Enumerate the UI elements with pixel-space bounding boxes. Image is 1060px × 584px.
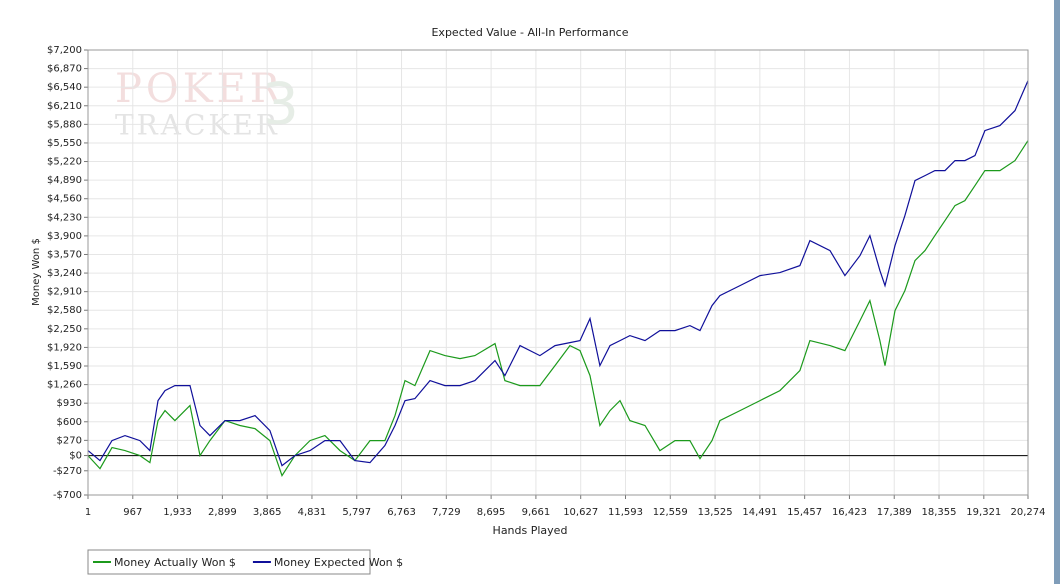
x-tick-label: 12,559: [653, 507, 688, 518]
y-tick-label: $930: [57, 398, 82, 409]
x-tick-label: 20,274: [1011, 507, 1046, 518]
x-tick-label: 1: [85, 507, 91, 518]
watermark: POKER: [115, 66, 284, 112]
x-tick-label: 6,763: [387, 507, 416, 518]
series-line: [87, 80, 1029, 467]
y-tick-label: $5,220: [47, 157, 82, 168]
y-tick-label: $4,560: [47, 194, 82, 205]
x-tick-label: 19,321: [966, 507, 1001, 518]
y-tick-label: $6,540: [47, 82, 82, 93]
y-tick-label: $1,260: [47, 380, 82, 391]
y-tick-label: $0: [69, 451, 82, 462]
x-tick-label: 8,695: [477, 507, 506, 518]
plot-border: [87, 49, 1029, 496]
x-tick-label: 13,525: [698, 507, 733, 518]
y-tick-label: $270: [57, 435, 82, 446]
y-tick-label: $3,900: [47, 231, 82, 242]
x-tick-label: 5,797: [342, 507, 371, 518]
x-tick-label: 967: [123, 507, 142, 518]
y-tick-label: $5,550: [47, 138, 82, 149]
x-tick-label: 14,491: [742, 507, 777, 518]
chart-title: Expected Value - All-In Performance: [431, 26, 628, 39]
x-tick-label: 11,593: [608, 507, 643, 518]
x-tick-label: 16,423: [832, 507, 867, 518]
x-tick-label: 18,355: [922, 507, 957, 518]
legend-label: Money Expected Won $: [274, 556, 403, 569]
y-tick-label: $6,210: [47, 101, 82, 112]
y-tick-label: $3,570: [47, 249, 82, 260]
x-tick-label: 3,865: [253, 507, 282, 518]
watermark: 3: [262, 70, 299, 138]
legend: [87, 549, 371, 575]
y-tick-label: $2,910: [47, 287, 82, 298]
y-tick-label: $5,880: [47, 119, 82, 130]
legend-label: Money Actually Won $: [114, 556, 236, 569]
x-axis-label: Hands Played: [493, 524, 568, 537]
x-tick-label: 4,831: [298, 507, 327, 518]
y-tick-label: -$270: [53, 466, 82, 477]
x-tick-label: 9,661: [522, 507, 551, 518]
watermark: TRACKER: [115, 109, 280, 142]
y-tick-label: $4,230: [47, 212, 82, 223]
x-tick-label: 1,933: [163, 507, 192, 518]
y-tick-label: $7,200: [47, 45, 82, 56]
y-tick-label: $600: [57, 417, 82, 428]
y-tick-label: -$700: [53, 490, 82, 501]
y-tick-label: $4,890: [47, 175, 82, 186]
y-tick-label: $6,870: [47, 64, 82, 75]
x-tick-label: 10,627: [563, 507, 598, 518]
y-tick-label: $3,240: [47, 268, 82, 279]
y-axis-label: Money Won $: [31, 238, 42, 306]
x-tick-label: 15,457: [787, 507, 822, 518]
y-tick-label: $1,590: [47, 361, 82, 372]
x-tick-label: 7,729: [432, 507, 461, 518]
window-edge: [1054, 0, 1060, 584]
y-tick-label: $2,250: [47, 324, 82, 335]
x-tick-label: 17,389: [877, 507, 912, 518]
y-tick-label: $2,580: [47, 305, 82, 316]
series-line: [87, 140, 1029, 477]
x-tick-label: 2,899: [208, 507, 237, 518]
y-tick-label: $1,920: [47, 342, 82, 353]
